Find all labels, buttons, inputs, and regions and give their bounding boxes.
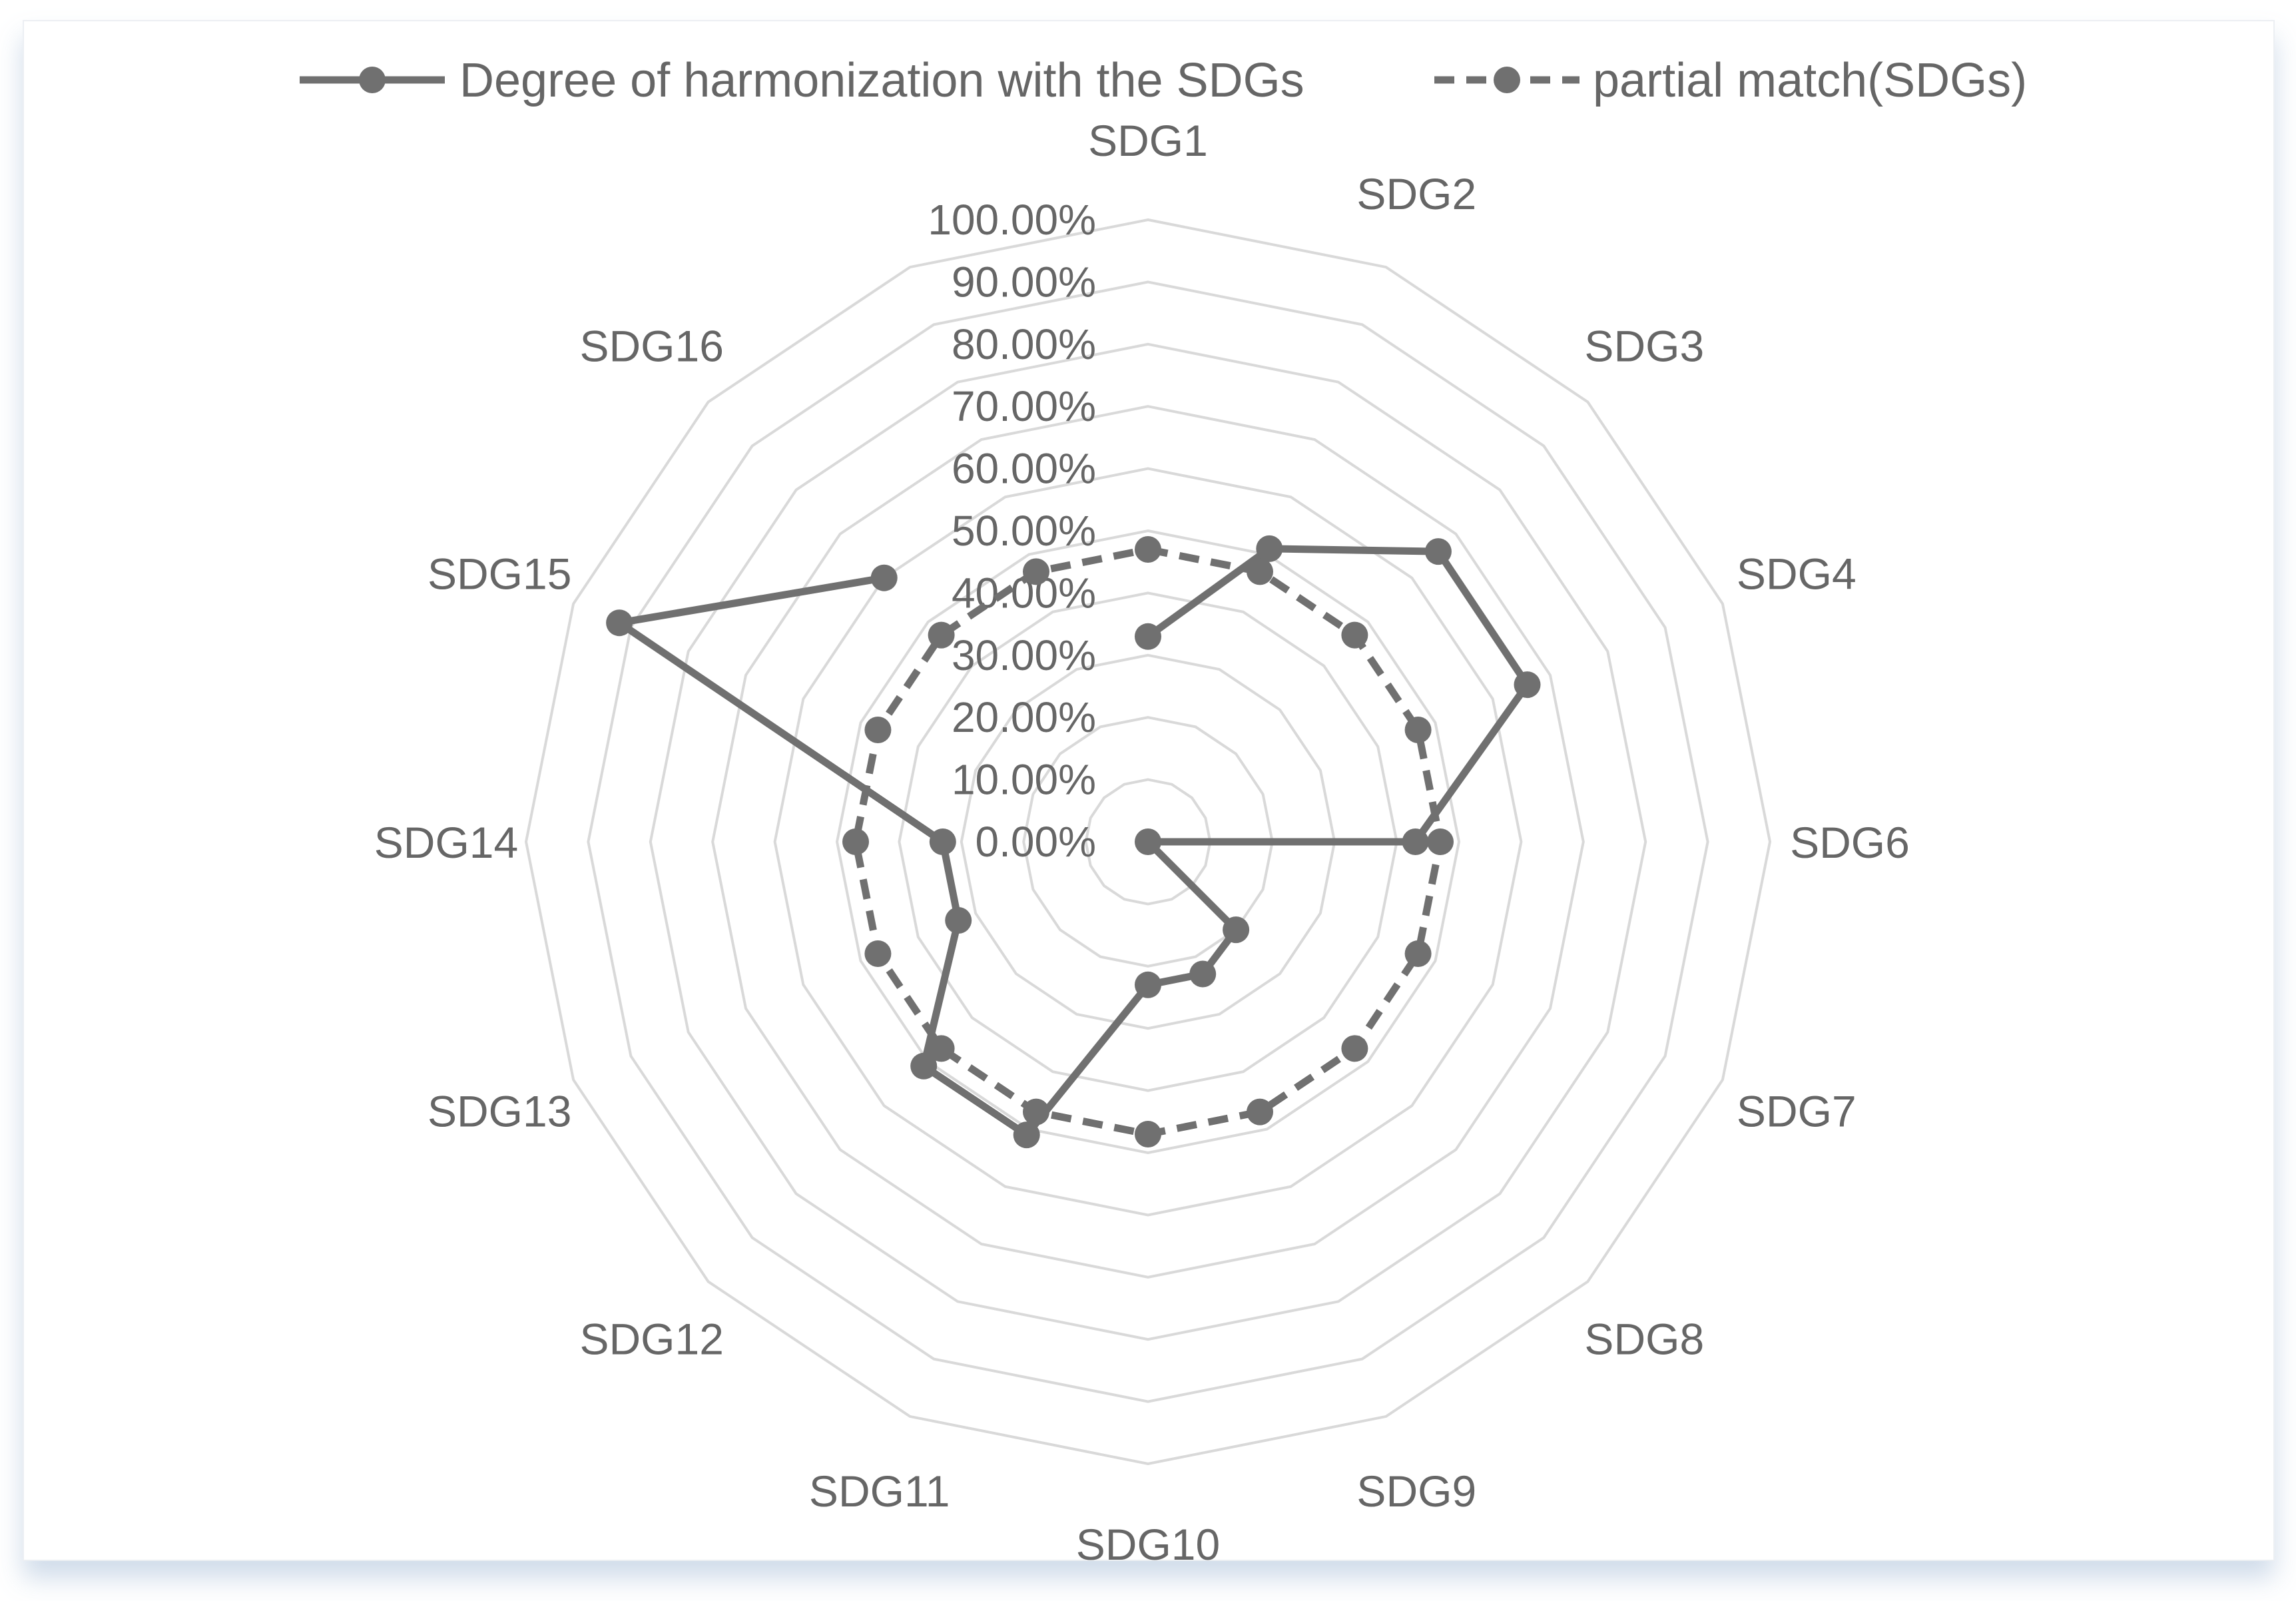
data-point-sdg7[interactable] — [1135, 828, 1161, 855]
data-point-sdg8[interactable] — [1223, 916, 1250, 944]
axis-labels: SDG1 SDG2 SDG3 SDG4 SDG6 SDG7 SDG8 SDG9 SDG10 SDG… — [374, 116, 1910, 1569]
axis-label-sdg14: SDG14 — [374, 818, 518, 867]
tick-label: 70.00% — [952, 382, 1096, 430]
data-point-sdg14[interactable] — [842, 828, 869, 855]
axis-label-sdg15: SDG15 — [428, 549, 571, 599]
data-point-sdg10[interactable] — [1135, 971, 1161, 998]
grid-layer — [524, 218, 1772, 1466]
tick-label: 60.00% — [952, 445, 1096, 493]
tick-label: 50.00% — [952, 507, 1096, 555]
data-point-sdg12[interactable] — [910, 1052, 938, 1080]
legend: Degree of harmonization with the SDGs pa… — [300, 54, 2027, 107]
data-point-sdg16[interactable] — [870, 564, 898, 591]
legend-marker-series-1 — [359, 67, 386, 93]
grid-ring-8 — [649, 342, 1647, 1341]
grid-ring-9 — [587, 280, 1709, 1403]
chart-card — [23, 20, 2275, 1561]
data-point-sdg7[interactable] — [1404, 940, 1432, 967]
tick-label: 20.00% — [952, 693, 1096, 741]
axis-label-sdg12: SDG12 — [579, 1314, 723, 1363]
data-point-sdg1[interactable] — [1135, 536, 1161, 563]
grid-ring-7 — [711, 405, 1585, 1279]
grid-ring-2 — [1022, 716, 1274, 968]
axis-label-sdg10: SDG10 — [1076, 1520, 1220, 1569]
data-point-sdg9[interactable] — [1189, 960, 1217, 988]
axis-label-sdg7: SDG7 — [1737, 1086, 1857, 1135]
data-point-sdg14[interactable] — [929, 828, 956, 855]
grid-ring-1 — [1084, 778, 1212, 906]
axis-label-sdg11: SDG11 — [809, 1466, 950, 1516]
data-point-sdg9[interactable] — [1247, 1098, 1273, 1125]
tick-label: 100.00% — [928, 196, 1096, 244]
axis-label-sdg16: SDG16 — [579, 322, 723, 371]
data-point-(blank)[interactable] — [1023, 558, 1049, 585]
data-point-sdg2[interactable] — [1256, 535, 1283, 562]
legend-label-series-2: partial match(SDGs) — [1593, 54, 2027, 107]
data-point-sdg11[interactable] — [1023, 1098, 1049, 1125]
data-point-sdg11[interactable] — [1013, 1121, 1040, 1149]
axis-label-sdg4: SDG4 — [1737, 549, 1857, 599]
tick-label: 90.00% — [952, 258, 1096, 306]
series-layer — [606, 535, 1541, 1149]
series-1 — [606, 535, 1541, 1149]
tick-label: 80.00% — [952, 320, 1096, 368]
data-point-sdg6[interactable] — [1402, 828, 1429, 855]
tick-labels: 0.00%10.00%20.00%30.00%40.00%50.00%60.00… — [928, 196, 1096, 866]
grid-ring-4 — [898, 591, 1398, 1092]
data-point-sdg3[interactable] — [1424, 538, 1452, 565]
data-point-sdg12[interactable] — [928, 1035, 955, 1062]
grid-ring-10 — [524, 218, 1772, 1466]
tick-label: 10.00% — [952, 756, 1096, 804]
data-point-sdg3[interactable] — [1341, 621, 1368, 649]
axis-label-sdg8: SDG8 — [1584, 1314, 1704, 1363]
axis-label-sdg13: SDG13 — [428, 1086, 571, 1135]
legend-label-series-1: Degree of harmonization with the SDGs — [459, 54, 1304, 107]
tick-label: 0.00% — [976, 818, 1096, 866]
grid-ring-6 — [773, 467, 1523, 1217]
data-point-sdg4[interactable] — [1514, 671, 1541, 699]
axis-label-sdg9: SDG9 — [1356, 1466, 1476, 1516]
grid-ring-5 — [835, 529, 1461, 1155]
data-point-sdg6[interactable] — [1427, 828, 1454, 855]
axis-label-sdg2: SDG2 — [1356, 169, 1476, 218]
series-2 — [842, 536, 1454, 1147]
grid-ring-3 — [960, 653, 1336, 1030]
axis-label-sdg6: SDG6 — [1790, 818, 1910, 867]
legend-item-series-1[interactable]: Degree of harmonization with the SDGs — [300, 54, 1304, 107]
data-point-sdg10[interactable] — [1135, 1121, 1161, 1147]
axis-label-sdg3: SDG3 — [1584, 322, 1704, 371]
tick-label: 30.00% — [952, 631, 1096, 679]
data-point-sdg13[interactable] — [945, 907, 972, 934]
data-point-sdg16[interactable] — [928, 621, 955, 649]
data-point-sdg13[interactable] — [864, 940, 892, 967]
legend-item-series-2[interactable]: partial match(SDGs) — [1434, 54, 2027, 107]
data-point-sdg15[interactable] — [864, 717, 892, 743]
data-point-sdg15[interactable] — [606, 609, 633, 637]
data-point-sdg2[interactable] — [1247, 558, 1273, 585]
data-point-sdg4[interactable] — [1404, 717, 1432, 743]
axis-label-sdg1: SDG1 — [1088, 116, 1208, 165]
data-point-sdg1[interactable] — [1135, 623, 1161, 650]
legend-marker-series-2 — [1494, 67, 1520, 93]
data-point-sdg8[interactable] — [1341, 1035, 1368, 1062]
